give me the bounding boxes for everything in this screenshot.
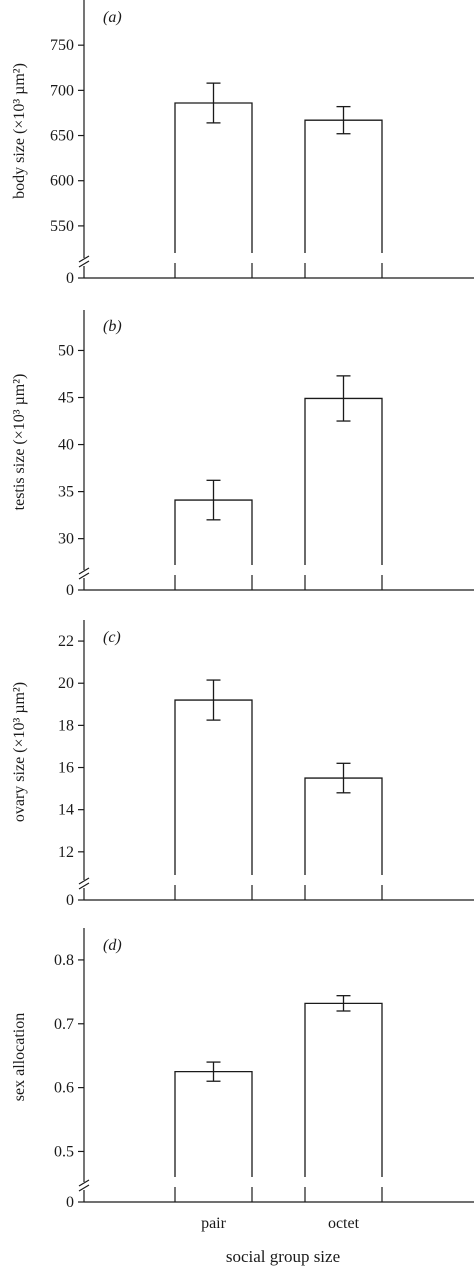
y-tick-label: 16 (58, 760, 74, 777)
chart-panels: 550 600 650 700 750 0 (a) body size (×10³ µm²) 3… (11, 0, 474, 1232)
bar-pair (174, 102, 253, 253)
panel-a: 550 600 650 700 750 0 (a) body size (×10³ µm²) (11, 0, 474, 287)
axis-break-mark (78, 1179, 90, 1187)
y-tick-label: 18 (58, 717, 74, 734)
y-tick-label: 14 (58, 802, 74, 819)
panel-letter: (a) (103, 9, 122, 26)
y-tick-label: 0.7 (54, 1016, 74, 1033)
panel-d: 0.5 0.6 0.7 0.8 0 (d) sex allocation (11, 928, 474, 1211)
panel-letter: (d) (103, 937, 122, 954)
y-axis-label: testis size (×10³ µm²) (11, 374, 28, 511)
y-tick-label: 600 (50, 173, 74, 190)
bar-octet (304, 397, 383, 565)
y-tick-label: 40 (58, 437, 74, 454)
panel-c: 12 14 16 18 20 22 0 (c) ovary size (×10³ µm²) (11, 620, 474, 909)
y-tick-label: 0.5 (54, 1143, 74, 1160)
y-tick-label: 750 (50, 37, 74, 54)
y-tick-label: 20 (58, 675, 74, 692)
panel-letter: (b) (103, 318, 122, 335)
x-axis-label: social group size (226, 1247, 340, 1266)
axis-break-mark (78, 572, 90, 580)
axis-break-mark (78, 877, 90, 885)
bar-pair (174, 1071, 253, 1177)
bar-octet (304, 119, 383, 253)
y-tick-label: 50 (58, 342, 74, 359)
axis-break-mark (78, 255, 90, 263)
y-axis-label: sex allocation (11, 1013, 28, 1101)
y-axis-label: body size (×10³ µm²) (11, 63, 28, 199)
y-tick-label: 22 (58, 633, 74, 650)
panel-b: 30 35 40 45 50 0 (b) testis size (×10³ µm²) (11, 310, 474, 599)
bar-pair (174, 699, 253, 875)
panel-letter: (c) (103, 629, 121, 646)
y-axis-label: ovary size (×10³ µm²) (11, 682, 28, 822)
y-tick-label-zero: 0 (66, 892, 74, 909)
x-tick-label-octet: octet (328, 1215, 360, 1232)
bar-octet (304, 1002, 383, 1177)
y-tick-label-zero: 0 (66, 1194, 74, 1211)
axis-break-mark (78, 1184, 90, 1192)
y-tick-label-zero: 0 (66, 582, 74, 599)
axis-break-mark (78, 567, 90, 575)
y-tick-label: 45 (58, 390, 74, 407)
axis-break-mark (78, 260, 90, 268)
y-tick-label: 30 (58, 531, 74, 548)
axis-break-mark (78, 882, 90, 890)
y-tick-label: 0.6 (54, 1080, 74, 1097)
y-tick-label-zero: 0 (66, 270, 74, 287)
y-tick-label: 0.8 (54, 952, 74, 969)
y-tick-label: 650 (50, 128, 74, 145)
y-tick-label: 35 (58, 484, 74, 501)
y-tick-label: 12 (58, 844, 74, 861)
x-tick-label-pair: pair (201, 1215, 227, 1232)
y-tick-label: 700 (50, 82, 74, 99)
y-tick-label: 550 (50, 218, 74, 235)
